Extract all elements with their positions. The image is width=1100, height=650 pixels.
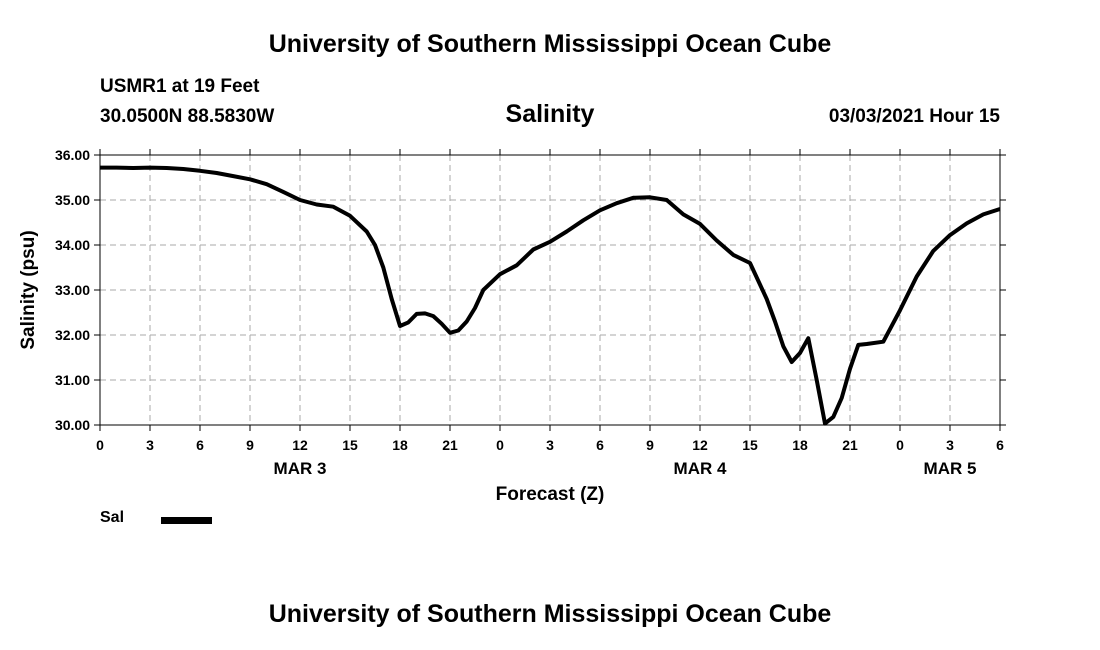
x-tick-label: 6 xyxy=(196,437,204,453)
y-tick-label: 32.00 xyxy=(55,327,90,343)
station-label: USMR1 at 19 Feet xyxy=(100,76,260,97)
series-line-sal xyxy=(100,165,1001,426)
date-labels: MAR 3 MAR 4 MAR 5 xyxy=(274,459,977,478)
grid-layer xyxy=(100,155,1000,425)
x-tick-label: 6 xyxy=(596,437,604,453)
y-tick-label: 34.00 xyxy=(55,237,90,253)
x-tick-label: 9 xyxy=(246,437,254,453)
y-tick-label: 36.00 xyxy=(55,147,90,163)
y-tick-label: 33.00 xyxy=(55,282,90,298)
x-tick-label: 21 xyxy=(842,437,858,453)
x-tick-label: 18 xyxy=(392,437,408,453)
date-label: MAR 3 xyxy=(274,459,327,478)
bottom-title: University of Southern Mississippi Ocean… xyxy=(268,600,832,628)
top-title: University of Southern Mississippi Ocean… xyxy=(268,30,832,58)
y-tick-label: 30.00 xyxy=(55,417,90,433)
y-axis-title: Salinity (psu) xyxy=(18,230,39,349)
x-tick-label: 0 xyxy=(496,437,504,453)
run-time-label: 03/03/2021 Hour 15 xyxy=(828,106,1000,127)
series-layer xyxy=(100,165,1001,426)
x-tick-label: 18 xyxy=(792,437,808,453)
x-tick-label: 21 xyxy=(442,437,458,453)
legend-label: Sal xyxy=(100,509,125,526)
chart-title: Salinity xyxy=(505,100,595,128)
x-tick-label: 15 xyxy=(342,437,358,453)
x-tick-label: 3 xyxy=(146,437,154,453)
y-axis: 30.00 31.00 32.00 33.00 34.00 35.00 36.00 xyxy=(55,147,1006,433)
y-tick-label: 35.00 xyxy=(55,192,90,208)
x-tick-label: 3 xyxy=(546,437,554,453)
x-tick-label: 0 xyxy=(96,437,104,453)
x-tick-label: 12 xyxy=(292,437,308,453)
x-tick-label: 6 xyxy=(996,437,1004,453)
x-axis-title: Forecast (Z) xyxy=(496,484,605,505)
x-axis: 0 3 6 9 12 15 18 21 0 3 6 9 12 15 18 21 0 3 6 xyxy=(96,149,1004,453)
y-tick-label: 31.00 xyxy=(55,372,90,388)
x-tick-label: 0 xyxy=(896,437,904,453)
x-tick-label: 3 xyxy=(946,437,954,453)
date-label: MAR 5 xyxy=(924,459,977,478)
date-label: MAR 4 xyxy=(674,459,727,478)
coordinates-label: 30.0500N 88.5830W xyxy=(100,106,275,127)
x-tick-label: 15 xyxy=(742,437,758,453)
x-tick-label: 9 xyxy=(646,437,654,453)
x-tick-label: 12 xyxy=(692,437,708,453)
legend-line-swatch xyxy=(161,517,212,524)
